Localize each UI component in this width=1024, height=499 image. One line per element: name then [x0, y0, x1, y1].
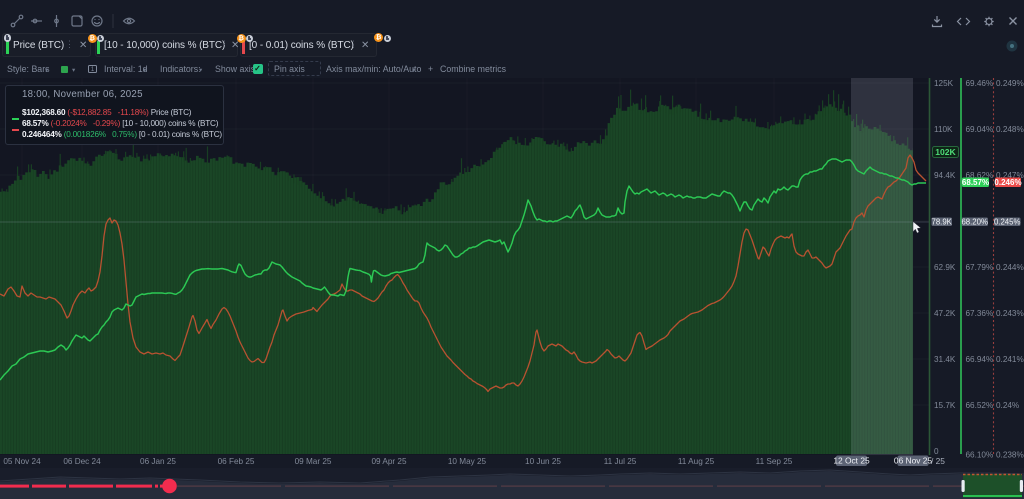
svg-text:10 Jun 25: 10 Jun 25: [525, 457, 561, 466]
svg-text:31.4K: 31.4K: [934, 355, 956, 364]
svg-text:67.79%: 67.79%: [966, 263, 994, 272]
svg-text:11 Aug 25: 11 Aug 25: [678, 457, 715, 466]
svg-text:66.94%: 66.94%: [966, 355, 994, 364]
svg-text:0.243%: 0.243%: [996, 309, 1024, 318]
svg-text:09 Mar 25: 09 Mar 25: [295, 457, 332, 466]
svg-text:68.57%: 68.57%: [962, 178, 989, 187]
svg-text:78.9K: 78.9K: [932, 217, 953, 226]
svg-text:67.36%: 67.36%: [966, 309, 994, 318]
svg-text:05 Nov 24: 05 Nov 24: [3, 457, 41, 466]
svg-text:68.20%: 68.20%: [961, 217, 988, 226]
svg-text:0: 0: [934, 447, 939, 456]
svg-text:06 Jan 25: 06 Jan 25: [140, 457, 176, 466]
svg-text:06 Dec 24: 06 Dec 24: [63, 457, 101, 466]
svg-text:69.46%: 69.46%: [966, 79, 994, 88]
svg-text:0.247%: 0.247%: [996, 171, 1024, 180]
svg-text:110K: 110K: [934, 125, 953, 134]
svg-text:0.244%: 0.244%: [996, 263, 1024, 272]
svg-text:66.10%: 66.10%: [966, 451, 994, 460]
svg-text:66.52%: 66.52%: [966, 401, 994, 410]
svg-text:0.248%: 0.248%: [996, 125, 1024, 134]
svg-text:0.249%: 0.249%: [996, 79, 1024, 88]
svg-text:47.2K: 47.2K: [934, 309, 956, 318]
svg-text:0.238%: 0.238%: [996, 451, 1024, 460]
svg-text:15.7K: 15.7K: [934, 401, 956, 410]
svg-text:10 May 25: 10 May 25: [448, 457, 487, 466]
svg-text:09 Apr 25: 09 Apr 25: [371, 457, 406, 466]
svg-text:12 Oct 25: 12 Oct 25: [833, 456, 870, 466]
svg-text:102K: 102K: [935, 147, 956, 157]
svg-text:11 Jul 25: 11 Jul 25: [604, 457, 637, 466]
svg-text:125K: 125K: [934, 79, 954, 88]
svg-text:11 Sep 25: 11 Sep 25: [756, 457, 793, 466]
svg-text:06 Nov 25: 06 Nov 25: [894, 456, 933, 466]
svg-text:06 Feb 25: 06 Feb 25: [218, 457, 255, 466]
svg-text:0.246%: 0.246%: [994, 178, 1021, 187]
svg-text:0.24%: 0.24%: [996, 401, 1019, 410]
svg-text:94.4K: 94.4K: [934, 171, 956, 180]
svg-text:0.245%: 0.245%: [994, 217, 1021, 226]
svg-text:68.62%: 68.62%: [966, 171, 994, 180]
svg-text:62.9K: 62.9K: [934, 263, 956, 272]
svg-text:0.241%: 0.241%: [996, 355, 1024, 364]
svg-text:69.04%: 69.04%: [966, 125, 994, 134]
svg-text:/ 25: / 25: [931, 456, 945, 466]
